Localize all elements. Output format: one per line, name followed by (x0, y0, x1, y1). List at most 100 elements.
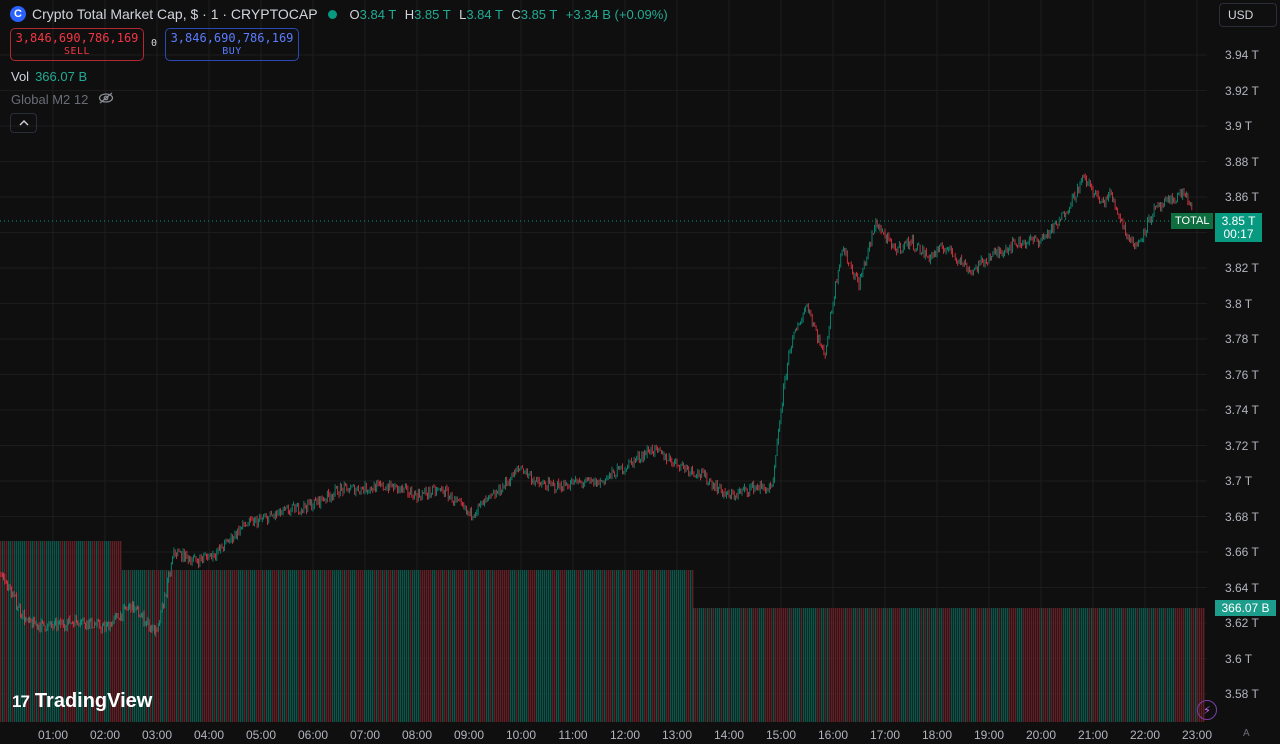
volume-bar (947, 608, 949, 722)
volume-bar (566, 570, 568, 722)
volume-bar (414, 570, 416, 722)
sell-button[interactable]: 3,846,690,786,169 SELL (10, 28, 144, 61)
lightning-icon[interactable]: ⚡ (1197, 700, 1217, 720)
volume-bar (1135, 608, 1137, 722)
volume-bar (444, 570, 446, 722)
volume-bar (132, 570, 134, 722)
volume-bar (759, 608, 761, 722)
volume-bar (362, 570, 364, 722)
volume-bar (344, 570, 346, 722)
volume-bar (959, 608, 961, 722)
volume-bar (74, 541, 76, 722)
currency-selector[interactable]: USD (1219, 3, 1277, 27)
volume-bar (721, 608, 723, 722)
price-chart[interactable] (0, 0, 1207, 722)
price-tick-label: 3.76 T (1225, 367, 1259, 382)
volume-bar (274, 570, 276, 722)
volume-bar (1083, 608, 1085, 722)
volume-bar (695, 608, 697, 722)
volume-bar (512, 570, 514, 722)
volume-bar (993, 608, 995, 722)
volume-bar (172, 570, 174, 722)
volume-bar (789, 608, 791, 722)
volume-bar (887, 608, 889, 722)
volume-bar (939, 608, 941, 722)
collapse-legend-button[interactable] (10, 113, 37, 133)
sell-price: 3,846,690,786,169 (15, 30, 139, 45)
volume-bar (1077, 608, 1079, 722)
volume-bar (10, 541, 12, 722)
volume-bar (807, 608, 809, 722)
volume-bar (703, 608, 705, 722)
volume-bar (941, 608, 943, 722)
volume-bar (921, 608, 923, 722)
volume-bar (725, 608, 727, 722)
volume-bar (306, 570, 308, 722)
volume-bar (400, 570, 402, 722)
volume-bar (1031, 608, 1033, 722)
time-tick-label: 17:00 (869, 728, 901, 742)
tradingview-logo[interactable]: 17 TradingView (12, 690, 152, 713)
volume-bar (989, 608, 991, 722)
volume-bar (1189, 608, 1191, 722)
volume-value: 366.07 B (35, 69, 88, 84)
volume-bar (823, 608, 825, 722)
volume-bar (819, 608, 821, 722)
volume-bar (558, 570, 560, 722)
volume-bar (871, 608, 873, 722)
volume-bar (901, 608, 903, 722)
volume-bar (917, 608, 919, 722)
volume-bar (799, 608, 801, 722)
eye-off-icon[interactable] (98, 92, 114, 107)
volume-bar (821, 608, 823, 722)
volume-bar (286, 570, 288, 722)
volume-bar (224, 570, 226, 722)
volume-bar (402, 570, 404, 722)
volume-bar (979, 608, 981, 722)
volume-bar (1101, 608, 1103, 722)
volume-bar (592, 570, 594, 722)
ohlc-low-key: L (459, 6, 467, 22)
symbol-legend[interactable]: C Crypto Total Market Cap, $ · 1 · CRYPT… (10, 5, 668, 23)
volume-bar (668, 570, 670, 722)
volume-bar (618, 570, 620, 722)
chevron-up-icon (19, 120, 28, 126)
volume-bar (202, 570, 204, 722)
volume-bar (735, 608, 737, 722)
volume-bar (500, 570, 502, 722)
volume-bar (991, 608, 993, 722)
volume-bar (923, 608, 925, 722)
volume-bar (158, 570, 160, 722)
volume-bar (412, 570, 414, 722)
tradingview-wordmark: TradingView (34, 690, 153, 712)
global-m2-indicator-legend[interactable]: Global M2 12 (11, 92, 114, 107)
volume-bar (406, 570, 408, 722)
time-axis[interactable]: 01:00 02:00 03:00 04:00 05:00 06:00 07:00 08:00… (0, 722, 1212, 744)
volume-bar (863, 608, 865, 722)
volume-bar (1019, 608, 1021, 722)
volume-bar (212, 570, 214, 722)
buy-button[interactable]: 3,846,690,786,169 BUY (165, 28, 299, 61)
volume-bar (318, 570, 320, 722)
volume-bar (322, 570, 324, 722)
volume-bar (398, 570, 400, 722)
volume-bar (626, 570, 628, 722)
volume-bar (540, 570, 542, 722)
price-axis[interactable]: 3.94 T3.92 T3.9 T3.88 T3.86 T3.84 T3.82 … (1207, 0, 1280, 722)
volume-bar (1161, 608, 1163, 722)
market-open-dot-icon (327, 9, 337, 19)
volume-bar (686, 570, 688, 722)
volume-bar (250, 570, 252, 722)
volume-bar (1039, 608, 1041, 722)
volume-bar (693, 608, 695, 722)
volume-bar (16, 541, 18, 722)
volume-bar (550, 570, 552, 722)
auto-scale-button[interactable]: A (1243, 728, 1250, 739)
volume-bar (264, 570, 266, 722)
volume-bar (390, 570, 392, 722)
volume-bar (931, 608, 933, 722)
volume-indicator-legend[interactable]: Vol 366.07 B (11, 69, 87, 84)
price-tick-label: 3.78 T (1225, 332, 1259, 346)
symbol-title[interactable]: Crypto Total Market Cap, $ · 1 · CRYPTOC… (32, 6, 318, 22)
volume-bar (428, 570, 430, 722)
